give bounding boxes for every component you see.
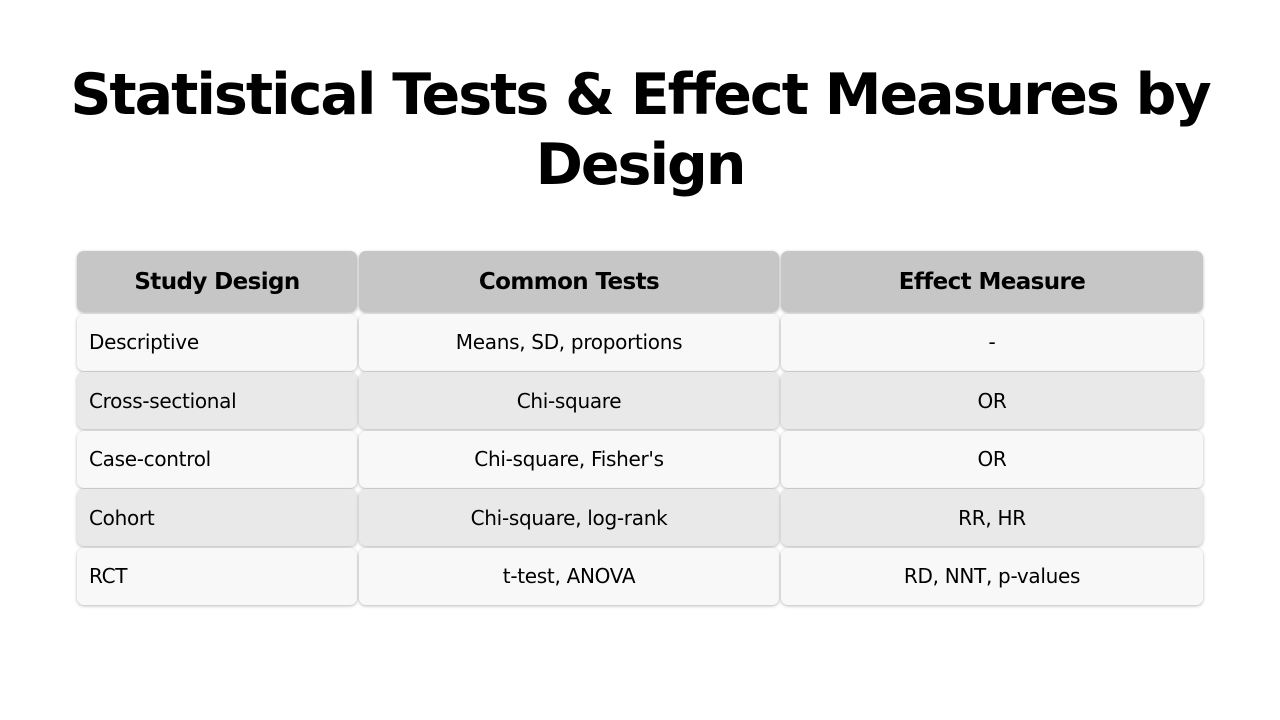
design-table: Study Design Common Tests Effect Measure… — [77, 251, 1203, 605]
header-common-tests: Common Tests — [359, 251, 779, 312]
table-cell: RCT — [77, 547, 357, 605]
table-cell: Cross-sectional — [77, 372, 357, 429]
header-effect-measure: Effect Measure — [781, 251, 1203, 312]
table-cell: Case-control — [77, 430, 357, 488]
table-cell: Chi-square, log-rank — [359, 489, 779, 546]
table-cell: Chi-square — [359, 372, 779, 429]
table-cell: OR — [781, 430, 1203, 488]
slide-title: Statistical Tests & Effect Measures by D… — [70, 62, 1211, 198]
table-cell: - — [781, 313, 1203, 371]
table-cell: Descriptive — [77, 313, 357, 371]
table-cell: Cohort — [77, 489, 357, 546]
table-cell: Means, SD, proportions — [359, 313, 779, 371]
table-cell: RR, HR — [781, 489, 1203, 546]
table-cell: Chi-square, Fisher's — [359, 430, 779, 488]
header-study-design: Study Design — [77, 251, 357, 312]
table-cell: t-test, ANOVA — [359, 547, 779, 605]
table-cell: OR — [781, 372, 1203, 429]
table-cell: RD, NNT, p-values — [781, 547, 1203, 605]
